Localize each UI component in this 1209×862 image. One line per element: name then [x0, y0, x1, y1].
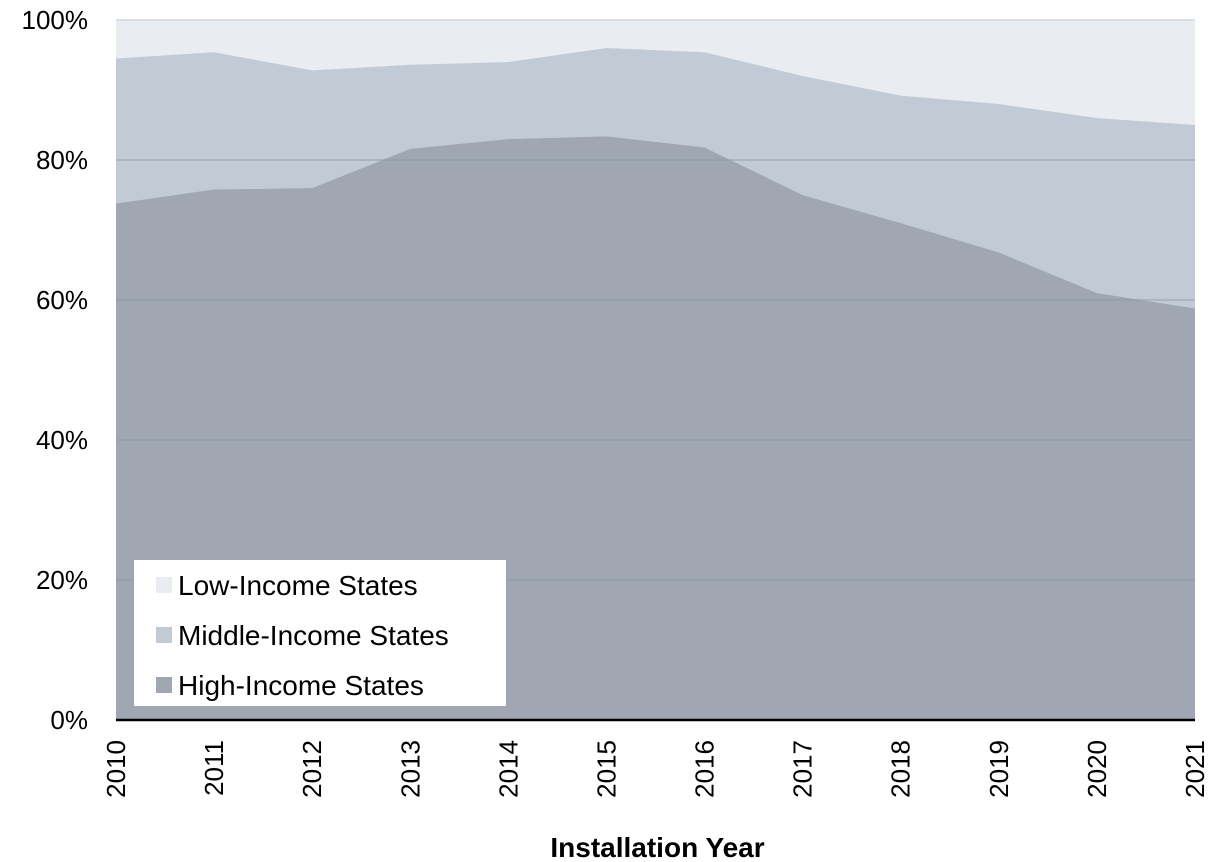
legend-label-low-income-states: Low-Income States — [178, 570, 418, 601]
x-tick-label: 2018 — [886, 740, 916, 798]
legend-label-high-income-states: High-Income States — [178, 670, 424, 701]
x-tick-label: 2012 — [297, 740, 327, 798]
y-tick-label: 0% — [50, 705, 88, 735]
x-tick-label: 2014 — [493, 740, 523, 798]
legend-box — [134, 560, 506, 706]
area-low-income-states — [116, 20, 1195, 125]
y-tick-label: 100% — [22, 5, 89, 35]
legend: Low-Income States Middle-Income States Hig… — [134, 560, 506, 706]
x-tick-label: 2010 — [101, 740, 131, 798]
x-tick-label: 2013 — [395, 740, 425, 798]
x-tick-label: 2019 — [984, 740, 1014, 798]
x-tick-label: 2015 — [591, 740, 621, 798]
y-tick-label: 60% — [36, 285, 88, 315]
legend-label-middle-income-states: Middle-Income States — [178, 620, 449, 651]
x-axis-title: Installation Year — [550, 832, 764, 862]
legend-swatch-low-income-states — [156, 577, 172, 593]
y-tick-label: 20% — [36, 565, 88, 595]
legend-swatch-high-income-states — [156, 677, 172, 693]
x-axis-tick-labels: 2010 2011 2012 2013 2014 2015 2016 2017 2018 2019… — [101, 740, 1209, 798]
y-axis-tick-labels: 0% 20% 40% 60% 80% 100% — [22, 5, 89, 735]
x-tick-label: 2011 — [199, 740, 229, 796]
y-tick-label: 40% — [36, 425, 88, 455]
x-tick-label: 2020 — [1082, 740, 1112, 798]
x-tick-label: 2017 — [788, 740, 818, 798]
x-tick-label: 2021 — [1180, 740, 1209, 798]
y-tick-label: 80% — [36, 145, 88, 175]
x-tick-label: 2016 — [690, 740, 720, 798]
legend-swatch-middle-income-states — [156, 627, 172, 643]
area-middle-income-states — [116, 48, 1195, 309]
